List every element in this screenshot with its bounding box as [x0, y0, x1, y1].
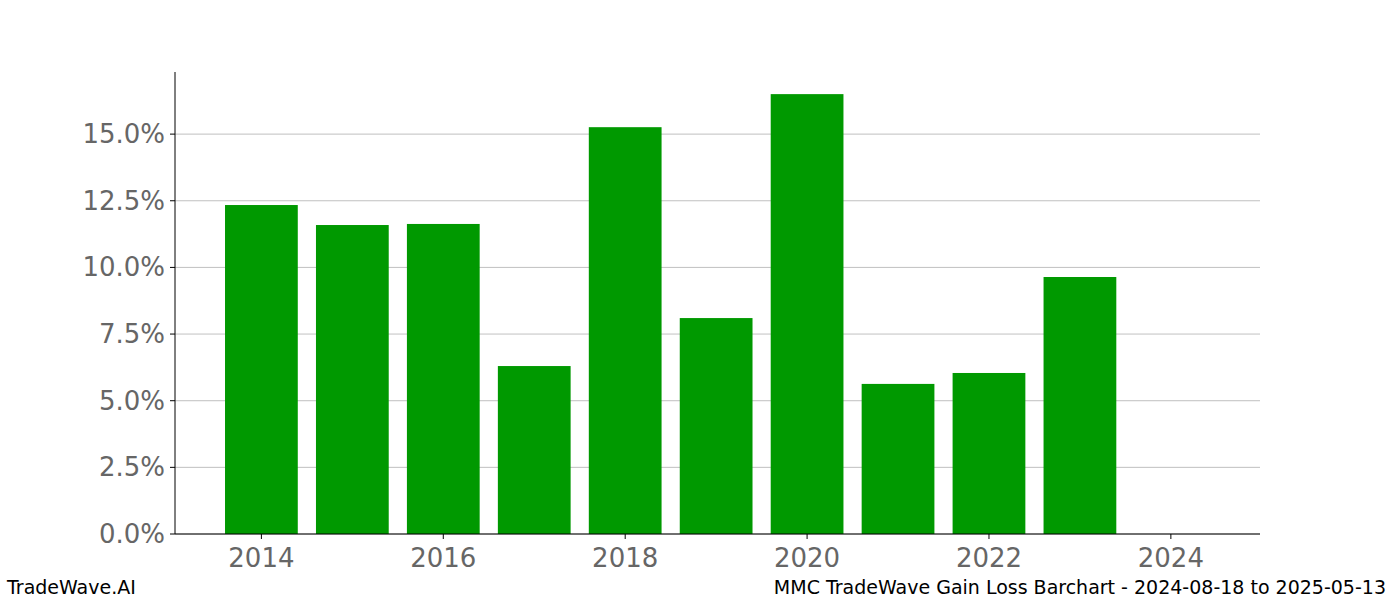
x-tick-label: 2024 [1138, 543, 1204, 573]
bars [225, 94, 1116, 534]
chart: 0.0% 2.5% 5.0% 7.5% 10.0% 12.5% 15.0% 2014 2016 2… [0, 0, 1400, 600]
bar [771, 94, 844, 534]
y-tick-label: 15.0% [82, 119, 165, 149]
x-tick-label: 2018 [592, 543, 658, 573]
y-tick [170, 267, 175, 268]
y-tick [170, 400, 175, 401]
y-tick-label: 5.0% [99, 386, 165, 416]
y-axis [175, 72, 176, 534]
x-tick [807, 534, 808, 539]
y-tick-label: 2.5% [99, 452, 165, 482]
x-tick [261, 534, 262, 539]
bar [407, 224, 480, 534]
bar [225, 205, 298, 534]
x-tick [443, 534, 444, 539]
x-tick [1170, 534, 1171, 539]
y-tick [170, 534, 175, 535]
y-tick-label: 10.0% [82, 252, 165, 282]
x-tick [988, 534, 989, 539]
title: MMC TradeWave Gain Loss Barchart - 2024-… [774, 576, 1386, 598]
bar [680, 318, 753, 534]
bar [498, 366, 571, 534]
x-tick-label: 2014 [228, 543, 294, 573]
x-axis [175, 534, 1260, 535]
grid-line [175, 200, 1260, 201]
y-tick-label: 0.0% [99, 519, 165, 549]
bar [316, 225, 389, 534]
watermark: TradeWave.AI [6, 576, 136, 598]
bar [862, 384, 935, 534]
y-tick [170, 134, 175, 135]
x-tick-label: 2022 [956, 543, 1022, 573]
y-tick [170, 334, 175, 335]
y-tick-label: 12.5% [82, 186, 165, 216]
bar [953, 373, 1026, 534]
x-tick-label: 2020 [774, 543, 840, 573]
y-tick [170, 467, 175, 468]
y-tick [170, 200, 175, 201]
x-tick-label: 2016 [410, 543, 476, 573]
bar [1044, 277, 1117, 534]
grid-line [175, 134, 1260, 135]
grid-line [175, 534, 1260, 535]
y-tick-label: 7.5% [99, 319, 165, 349]
x-tick [625, 534, 626, 539]
bar [589, 127, 662, 534]
